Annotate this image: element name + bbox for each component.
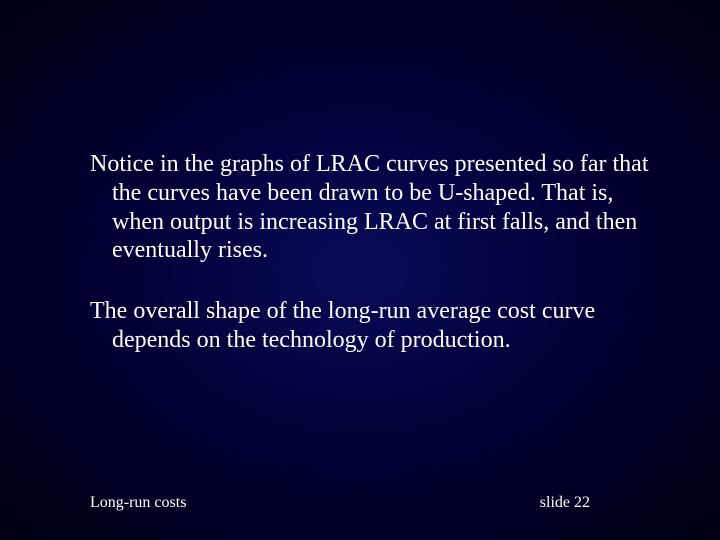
footer-topic: Long-run costs [90, 494, 186, 512]
paragraph-2: The overall shape of the long-run averag… [90, 297, 650, 355]
paragraph-1: Notice in the graphs of LRAC curves pres… [90, 150, 650, 265]
footer-slide-number: slide 22 [540, 494, 630, 512]
slide-content: Notice in the graphs of LRAC curves pres… [90, 150, 650, 387]
slide-footer: Long-run costs slide 22 [0, 494, 720, 512]
